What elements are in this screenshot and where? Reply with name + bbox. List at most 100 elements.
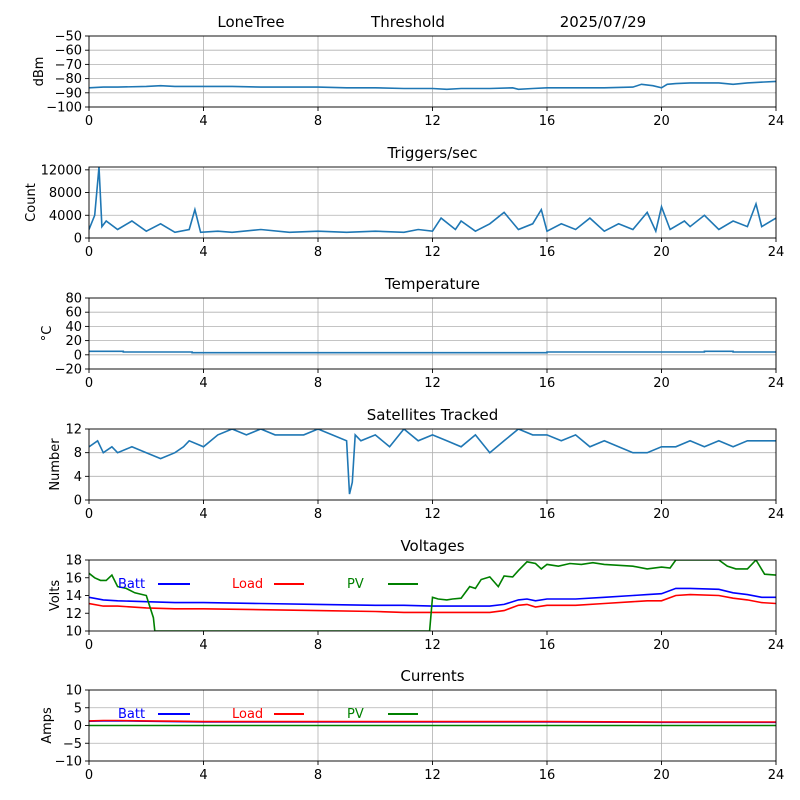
- x-tick-label: 20: [653, 376, 670, 391]
- x-tick-label: 12: [424, 245, 441, 260]
- plot-frame: [88, 559, 777, 632]
- x-tick-label: 0: [85, 245, 93, 260]
- y-tick-label: −50: [55, 30, 82, 45]
- y-tick-label: 5: [74, 701, 82, 716]
- y-tick-label: −80: [55, 72, 82, 87]
- x-tick-label: 8: [314, 638, 322, 653]
- x-tick-label: 20: [653, 638, 670, 653]
- chart-title-satellites: Satellites Tracked: [367, 406, 498, 424]
- panel-voltages: Batt Load PV 0 4 8 12 16 20 24 10 12 14 16 18 Voltages V…: [48, 537, 784, 653]
- y-tick-label: −10: [55, 755, 82, 770]
- series-line-load: [89, 719, 776, 723]
- x-tick-label: 12: [424, 376, 441, 391]
- x-tick-label: 0: [85, 638, 93, 653]
- x-tick-label: 0: [85, 768, 93, 783]
- y-tick-label: 60: [65, 306, 82, 321]
- y-tick-label: 18: [65, 554, 82, 569]
- legend-label-batt: Batt: [118, 577, 145, 592]
- series-line-triggers: [89, 167, 776, 234]
- chart-title-currents: Currents: [400, 667, 464, 685]
- legend-label-pv: PV: [347, 577, 364, 592]
- y-axis-label-currents: Amps: [40, 707, 55, 744]
- x-tick-label: 16: [539, 376, 556, 391]
- y-tick-label: 10: [65, 625, 82, 640]
- y-tick-label: −90: [55, 86, 82, 101]
- y-tick-label: 4000: [49, 209, 82, 224]
- series-line-pv: [89, 560, 776, 631]
- header-station: LoneTree: [217, 13, 284, 31]
- legend-label-load: Load: [232, 577, 263, 592]
- x-tick-label: 12: [424, 638, 441, 653]
- y-tick-label: −60: [55, 44, 82, 59]
- y-axis-label-temperature: °C: [40, 326, 55, 342]
- y-tick-label: 12: [65, 423, 82, 438]
- panel-signal: 0 4 8 12 16 20 24 −100−90−80−70−60−50 dBm: [32, 30, 784, 130]
- chart-title-triggers: Triggers/sec: [387, 144, 478, 162]
- panel-triggers: 0 4 8 12 16 20 24 0 4000 8000 12000 Triggers/sec Cou…: [24, 144, 784, 260]
- y-axis-label-satellites: Number: [48, 438, 63, 491]
- series-line-batt: [89, 587, 776, 607]
- y-tick-label: 12: [65, 607, 82, 622]
- y-tick-label: 0: [74, 719, 82, 734]
- x-tick-label: 4: [199, 638, 207, 653]
- x-tick-label: 8: [314, 114, 322, 129]
- x-tick-label: 4: [199, 245, 207, 260]
- y-tick-label: −100: [46, 101, 82, 116]
- y-tick-label: 0: [74, 348, 82, 363]
- y-tick-label: 16: [65, 571, 82, 586]
- y-tick-label: −5: [63, 737, 82, 752]
- x-tick-label: 12: [424, 768, 441, 783]
- x-tick-label: 16: [539, 245, 556, 260]
- y-tick-label: 14: [65, 589, 82, 604]
- series-line-satellites: [89, 429, 776, 495]
- x-tick-label: 8: [314, 768, 322, 783]
- legend-label-load: Load: [232, 707, 263, 722]
- x-tick-label: 4: [199, 114, 207, 129]
- y-tick-label: 10: [65, 684, 82, 699]
- header-date: 2025/07/29: [560, 13, 646, 31]
- y-tick-label: 80: [65, 292, 82, 307]
- x-tick-label: 20: [653, 245, 670, 260]
- x-tick-label: 12: [424, 114, 441, 129]
- x-tick-label: 4: [199, 376, 207, 391]
- series-line-temperature: [89, 350, 776, 354]
- y-axis-label-triggers: Count: [24, 183, 39, 222]
- x-tick-label: 0: [85, 376, 93, 391]
- x-tick-label: 24: [768, 114, 785, 129]
- x-tick-label: 0: [85, 114, 93, 129]
- y-tick-label: −20: [55, 363, 82, 378]
- x-tick-label: 24: [768, 245, 785, 260]
- y-tick-label: 0: [74, 494, 82, 509]
- chart-title-temperature: Temperature: [384, 275, 480, 293]
- x-tick-label: 0: [85, 507, 93, 522]
- x-tick-label: 16: [539, 114, 556, 129]
- x-tick-label: 16: [539, 768, 556, 783]
- panel-currents: Batt Load PV 0 4 8 12 16 20 24 −10 −5 0 5 10 Currents Am…: [40, 667, 784, 783]
- x-tick-label: 24: [768, 507, 785, 522]
- x-tick-label: 20: [653, 507, 670, 522]
- series-line-signal: [89, 80, 776, 91]
- x-tick-label: 16: [539, 507, 556, 522]
- x-tick-label: 20: [653, 768, 670, 783]
- x-tick-label: 24: [768, 638, 785, 653]
- x-tick-label: 8: [314, 245, 322, 260]
- legend-label-batt: Batt: [118, 707, 145, 722]
- y-tick-label: 8000: [49, 186, 82, 201]
- x-tick-label: 12: [424, 507, 441, 522]
- x-tick-label: 8: [314, 376, 322, 391]
- x-tick-label: 24: [768, 376, 785, 391]
- x-tick-label: 8: [314, 507, 322, 522]
- series-line-load: [89, 593, 776, 614]
- y-axis-label-signal: dBm: [32, 57, 47, 87]
- y-tick-label: 40: [65, 320, 82, 335]
- x-tick-label: 24: [768, 768, 785, 783]
- y-tick-label: 4: [74, 470, 82, 485]
- y-tick-label: 8: [74, 446, 82, 461]
- panel-satellites: 0 4 8 12 16 20 24 0 4 8 12 Satellites Tracked Number: [48, 406, 784, 522]
- x-tick-label: 4: [199, 768, 207, 783]
- y-tick-label: 12000: [41, 163, 82, 178]
